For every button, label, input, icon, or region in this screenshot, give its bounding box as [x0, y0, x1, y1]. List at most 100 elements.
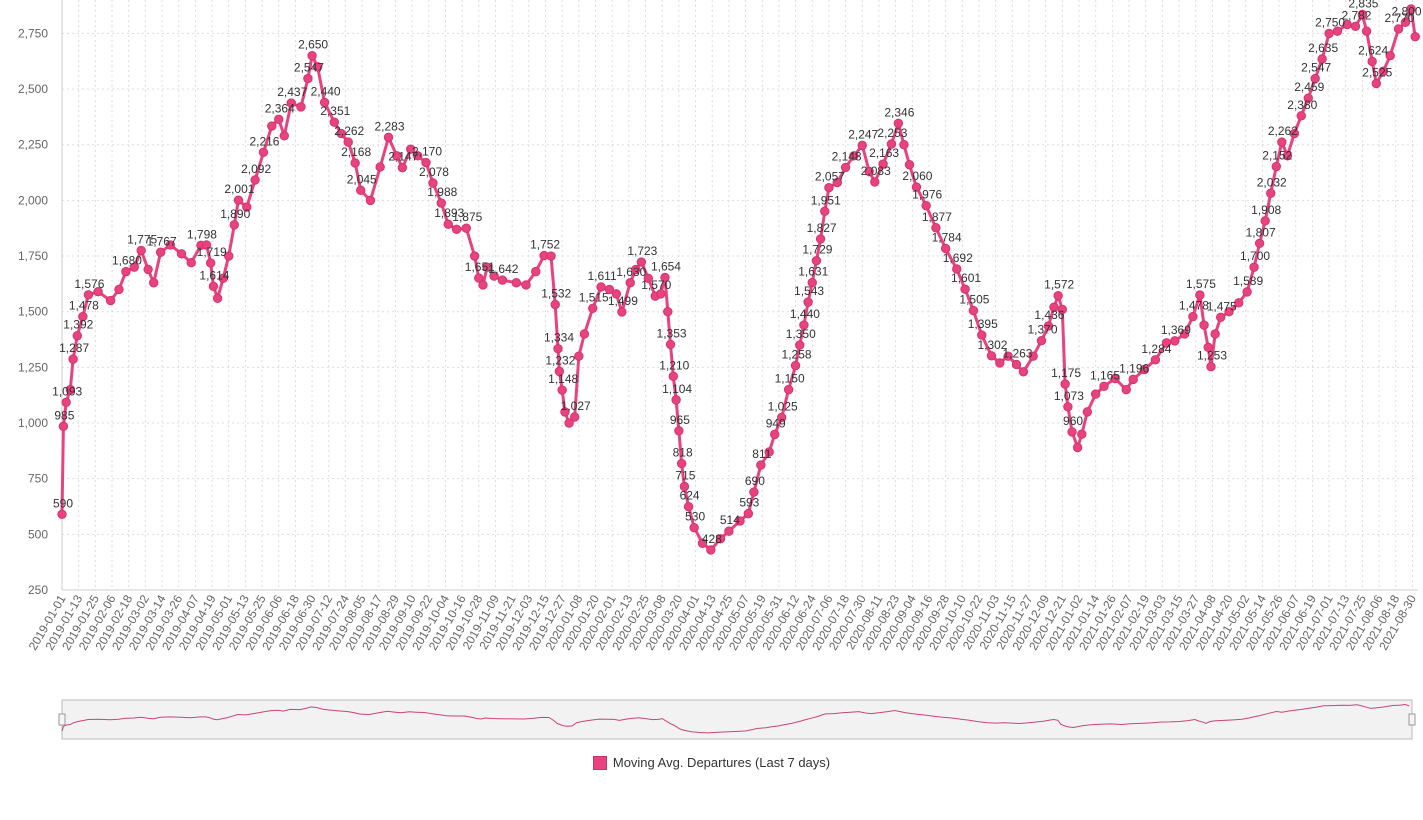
data-point: [574, 351, 584, 361]
data-point: [643, 273, 654, 284]
data-label: 1,767: [147, 234, 177, 248]
data-label: 2,216: [249, 134, 279, 148]
data-point: [1082, 407, 1093, 417]
data-point: [857, 140, 867, 151]
data-label: 1,630: [616, 265, 646, 279]
data-point: [550, 299, 560, 310]
data-label: 1,951: [811, 193, 841, 207]
data-point: [554, 366, 565, 377]
data-label: 1,210: [659, 358, 689, 372]
data-point: [1350, 21, 1361, 31]
data-label: 1,877: [922, 210, 952, 224]
navigator-handle[interactable]: [1408, 713, 1416, 726]
y-tick-label: 500: [28, 527, 48, 541]
data-point: [1266, 188, 1276, 198]
data-point: [296, 102, 306, 112]
data-point: [1210, 329, 1220, 339]
data-label: 1,890: [220, 207, 250, 221]
data-label: 2,032: [1257, 175, 1287, 189]
data-label: 2,750: [1315, 15, 1345, 29]
data-point: [899, 140, 909, 150]
data-point: [832, 177, 842, 188]
range-navigator[interactable]: [58, 699, 1416, 740]
data-point: [212, 293, 223, 304]
data-label: 2,525: [1362, 65, 1392, 79]
data-point: [783, 384, 794, 395]
data-label: 2,459: [1294, 80, 1324, 94]
data-labels: 590 985 1,093 1,287 1,392 1,478 1,576 1,680 1,77…: [52, 0, 1422, 546]
data-point: [469, 251, 480, 261]
data-point: [121, 266, 131, 277]
data-label: 1,370: [1027, 323, 1057, 337]
data-point: [665, 339, 676, 350]
data-point: [375, 162, 385, 172]
data-label: 1,395: [968, 317, 998, 331]
data-point: [1282, 151, 1293, 161]
data-point: [1003, 351, 1013, 361]
data-point: [1224, 306, 1234, 317]
data-point: [279, 131, 289, 141]
data-point: [1234, 298, 1244, 308]
data-point: [743, 508, 754, 519]
data-point: [671, 395, 681, 405]
data-point: [697, 538, 708, 548]
data-point: [165, 240, 176, 250]
data-point: [451, 224, 462, 235]
data-point: [148, 278, 159, 288]
data-label: 1,232: [545, 353, 575, 367]
data-point: [1378, 66, 1388, 76]
data-point: [940, 243, 951, 254]
data-label: 2,262: [1268, 124, 1298, 138]
y-tick-label: 750: [28, 472, 48, 486]
data-label: 2,060: [902, 169, 932, 183]
data-point: [1385, 50, 1395, 61]
data-point: [267, 121, 277, 131]
legend-label: Moving Avg. Departures (Last 7 days): [612, 755, 831, 770]
data-point: [764, 447, 774, 457]
data-label: 1,253: [1197, 349, 1227, 363]
data-point: [229, 220, 239, 230]
data-label: 1,692: [943, 251, 973, 265]
data-label: 1,976: [912, 188, 942, 202]
data-label: 1,572: [1044, 278, 1074, 292]
data-point: [1271, 161, 1281, 172]
legend-item[interactable]: Moving Avg. Departures (Last 7 days): [592, 755, 831, 770]
series-moving-avg[interactable]: [57, 4, 1420, 555]
data-point: [521, 280, 531, 290]
data-label: 1,478: [1179, 299, 1209, 313]
data-point: [1216, 312, 1226, 322]
data-point: [849, 151, 859, 161]
data-label: 960: [1063, 414, 1083, 428]
data-point: [968, 305, 979, 316]
data-point: [1332, 26, 1343, 36]
data-point: [258, 147, 269, 157]
data-point: [343, 137, 353, 147]
data-point: [815, 234, 826, 244]
navigator-handle[interactable]: [58, 713, 66, 726]
data-point: [631, 264, 641, 275]
data-point: [1310, 73, 1320, 84]
data-label: 1,436: [1034, 308, 1064, 322]
data-point: [1371, 78, 1382, 89]
data-point: [72, 331, 82, 341]
legend-swatch: [592, 755, 607, 770]
data-label: 1,258: [782, 348, 812, 362]
data-point: [286, 98, 296, 108]
data-label: 1,478: [69, 299, 99, 313]
data-point: [689, 522, 699, 533]
data-point: [350, 158, 360, 168]
data-label: 2,364: [265, 101, 295, 115]
y-tick-label: 1,500: [18, 305, 48, 319]
data-point: [776, 412, 787, 423]
data-point: [770, 429, 780, 440]
data-label: 818: [673, 446, 693, 460]
data-point: [233, 195, 244, 205]
data-point: [557, 385, 567, 395]
data-label: 2,057: [815, 170, 845, 184]
data-point: [319, 97, 330, 108]
data-label: 1,350: [786, 327, 816, 341]
data-label: 1,893: [434, 206, 464, 220]
data-label: 1,027: [561, 399, 591, 413]
data-point: [870, 177, 880, 187]
